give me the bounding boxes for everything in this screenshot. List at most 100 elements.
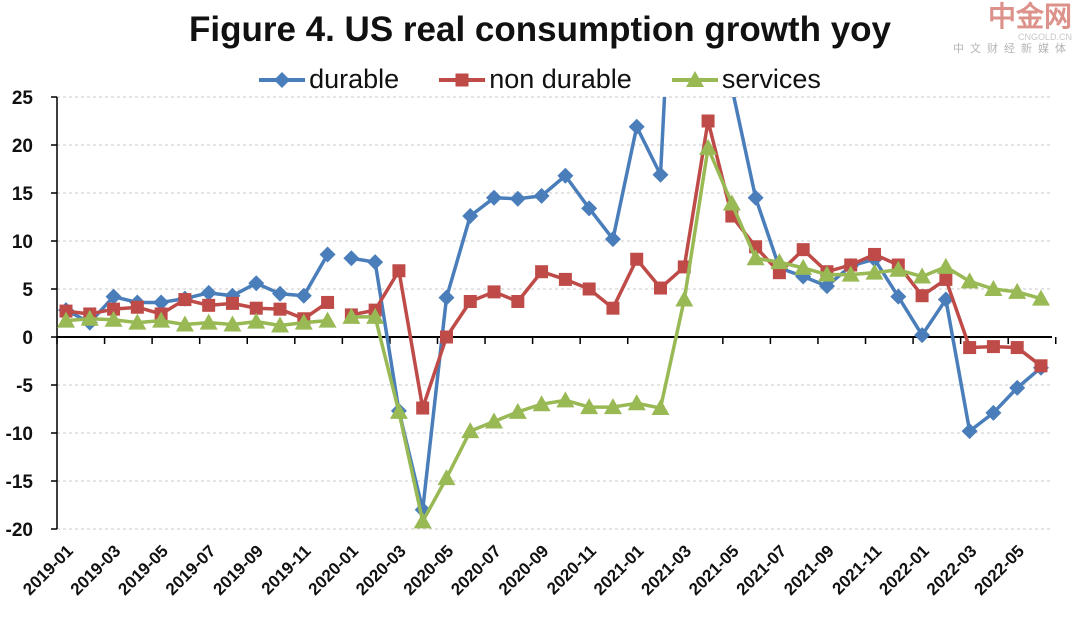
data-point <box>294 313 313 330</box>
legend-marker <box>455 73 469 86</box>
data-point <box>59 304 73 318</box>
data-point <box>889 260 908 277</box>
data-point <box>794 258 813 275</box>
x-tick-label: 2019-09 <box>210 541 268 599</box>
data-point <box>701 114 715 128</box>
data-point <box>1009 379 1026 396</box>
data-point <box>651 399 670 416</box>
x-tick-label: 2019-07 <box>162 541 220 599</box>
data-point <box>128 313 147 330</box>
legend-label: services <box>721 64 821 94</box>
data-point <box>321 295 335 309</box>
x-tick-label: 2021-03 <box>638 541 696 599</box>
series-non-durable <box>59 114 1048 415</box>
y-tick-label: -5 <box>16 376 33 397</box>
x-tick-label: 2021-07 <box>733 541 791 599</box>
data-point <box>392 264 406 278</box>
x-tick-label: 2019-03 <box>67 541 125 599</box>
data-point <box>865 263 884 280</box>
data-point <box>461 422 480 439</box>
watermark-sub: 中文财经新媒体 <box>953 42 1072 55</box>
data-point <box>533 187 550 204</box>
data-point <box>130 300 144 314</box>
y-tick-label: 25 <box>12 88 34 109</box>
data-point <box>486 189 503 206</box>
data-point <box>628 118 645 135</box>
y-tick-label: 0 <box>22 328 33 349</box>
data-point <box>915 289 929 303</box>
data-point <box>986 340 1000 354</box>
x-tick-label: 2020-05 <box>400 541 458 599</box>
data-point <box>272 285 289 302</box>
data-point <box>603 398 622 415</box>
diamond-marker-icon <box>259 71 306 88</box>
data-point <box>817 265 836 282</box>
data-point <box>604 231 621 248</box>
legend-label: non durable <box>489 64 632 94</box>
x-tick-label: 2020-01 <box>305 541 363 599</box>
legend-item: durable <box>259 64 399 95</box>
data-point <box>699 138 718 155</box>
y-tick-label: -20 <box>6 520 33 541</box>
data-point <box>152 311 171 328</box>
data-point <box>439 330 453 344</box>
watermark-main: 中金网 <box>987 1 1072 32</box>
legend-item: services <box>671 64 821 95</box>
x-tick-label: 2019-01 <box>19 541 77 599</box>
data-point <box>535 265 549 279</box>
data-point <box>104 310 123 327</box>
data-point <box>770 253 789 270</box>
data-point <box>487 285 501 299</box>
data-point <box>271 316 290 333</box>
data-point <box>1031 289 1050 306</box>
data-point <box>722 194 741 211</box>
data-point <box>508 402 527 419</box>
data-point <box>366 307 385 324</box>
data-point <box>223 315 242 332</box>
data-point <box>509 190 526 207</box>
data-point <box>175 315 194 332</box>
data-point <box>939 272 953 286</box>
data-point <box>630 252 644 266</box>
data-point <box>202 298 216 312</box>
data-point <box>652 166 669 183</box>
data-point <box>532 395 551 412</box>
series-line <box>65 297 329 321</box>
square-marker-icon <box>439 73 486 86</box>
data-point <box>511 294 525 308</box>
data-point <box>225 296 239 310</box>
x-tick-label: 2021-01 <box>590 541 648 599</box>
data-point <box>913 267 932 284</box>
x-tick-label: 2020-09 <box>495 541 553 599</box>
triangle-marker-icon <box>671 70 718 87</box>
data-point <box>1034 359 1048 373</box>
data-point <box>984 280 1003 296</box>
data-point <box>627 394 646 411</box>
data-point <box>914 327 931 344</box>
data-point <box>80 309 99 326</box>
data-point <box>247 312 266 329</box>
data-point <box>961 423 978 440</box>
data-point <box>153 294 170 311</box>
y-tick-label: 5 <box>22 280 33 301</box>
data-point <box>746 249 765 266</box>
x-tick-label: 2019-05 <box>114 541 172 599</box>
x-tick-label: 2022-03 <box>923 541 981 599</box>
data-point <box>273 302 287 316</box>
data-point <box>890 288 907 305</box>
data-point <box>558 272 572 286</box>
data-point <box>675 290 694 307</box>
data-point <box>963 341 977 355</box>
legend-marker <box>685 70 704 87</box>
data-point <box>1008 282 1027 299</box>
x-tick-label: 2019-11 <box>258 541 315 598</box>
data-point <box>936 257 955 274</box>
x-tick-label: 2021-09 <box>780 541 838 599</box>
y-tick-label: 10 <box>12 232 33 253</box>
data-point <box>343 250 360 267</box>
data-point <box>747 189 764 206</box>
data-point <box>818 278 835 295</box>
x-tick-label: 2022-05 <box>970 541 1028 599</box>
data-point <box>580 398 599 415</box>
